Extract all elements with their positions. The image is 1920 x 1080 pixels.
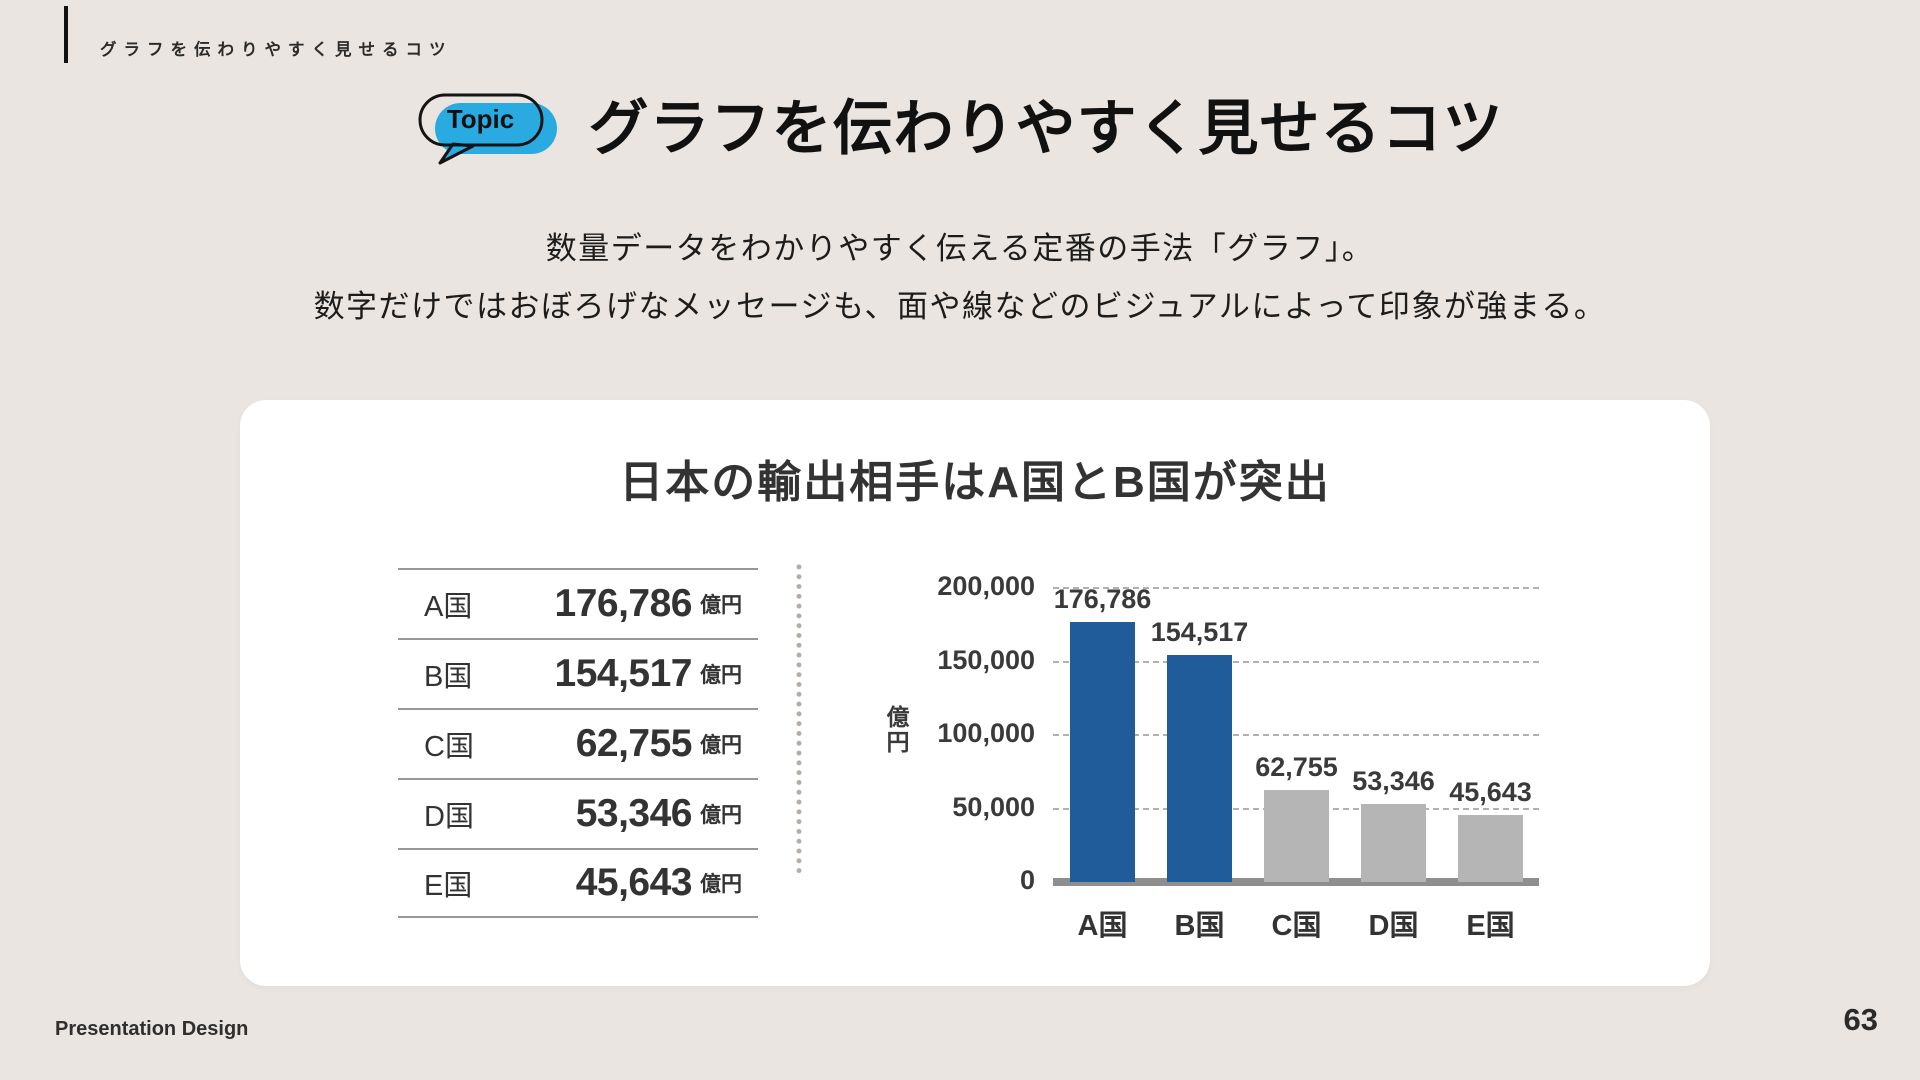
page-number: 63 (1843, 1002, 1878, 1037)
table-row-value: 62,755 (575, 722, 693, 765)
dotted-divider (796, 562, 802, 876)
bar-C国 (1264, 789, 1329, 882)
gridline (1053, 660, 1539, 663)
table-row: B国 154,517 億円 (398, 638, 758, 708)
table-row: D国 53,346 億円 (398, 778, 758, 848)
gridline (1053, 734, 1539, 736)
bar-value-label: 53,346 (1352, 765, 1435, 796)
bar-value-label: 176,786 (1053, 584, 1152, 615)
footer-brand: Presentation Design (55, 1018, 249, 1040)
x-axis-category-label: A国 (1077, 910, 1128, 942)
table-row-label: D国 (424, 801, 474, 833)
eyebrow-text: グラフを伝わりやすく見せるコツ (100, 41, 453, 59)
y-axis-tick-label: 150,000 (937, 644, 1035, 675)
chart-card: 日本の輸出相手はA国とB国が突出 A国 176,786 億円 B国 154,517 億円 C… (240, 400, 1710, 986)
table-row-unit: 億円 (700, 734, 742, 757)
intro-paragraph: 数量データをわかりやすく伝える定番の手法「グラフ」。 数字だけではおぼろげなメッ… (0, 220, 1920, 336)
y-axis-tick-label: 200,000 (937, 571, 1035, 601)
table-row: A国 176,786 億円 (398, 568, 758, 638)
table-row: E国 45,643 億円 (398, 848, 758, 918)
table-row-unit: 億円 (700, 804, 742, 827)
table-row-label: C国 (424, 731, 474, 763)
table-row-value: 45,643 (575, 861, 693, 904)
x-axis-category-label: C国 (1271, 910, 1322, 942)
bar-B国 (1167, 654, 1232, 882)
bar-value-label: 62,755 (1255, 751, 1338, 782)
eyebrow-rule (64, 6, 68, 63)
table-row-value: 176,786 (554, 582, 693, 625)
bar-chart: 0 50,000 100,000 150,000 200,000 176,786 A国 154… (845, 555, 1565, 965)
gridline (1053, 587, 1539, 589)
table-row-value: 53,346 (575, 792, 693, 835)
table-row-value: 154,517 (554, 652, 693, 695)
x-axis-category-label: D国 (1368, 910, 1419, 942)
table-row-label: A国 (424, 591, 473, 623)
title-row: Topic グラフを伝わりやすく見せるコツ (0, 80, 1920, 167)
bar-A国 (1070, 622, 1135, 882)
page-title: グラフを伝わりやすく見せるコツ (588, 95, 1504, 162)
bar-D国 (1361, 803, 1426, 882)
chart-card-title: 日本の輸出相手はA国とB国が突出 (619, 458, 1331, 507)
bar-value-label: 45,643 (1449, 776, 1532, 807)
bar-E国 (1458, 814, 1523, 882)
intro-line-2: 数字だけではおぼろげなメッセージも、面や線などのビジュアルによって印象が強まる。 (313, 289, 1607, 324)
topic-badge: Topic (417, 92, 567, 166)
bar-value-label: 154,517 (1150, 616, 1249, 647)
table-row-label: B国 (424, 661, 473, 693)
topic-badge-label: Topic (446, 104, 515, 134)
y-axis-unit-label: 億円 (883, 705, 909, 755)
table-row-unit: 億円 (700, 664, 742, 687)
x-axis-category-label: E国 (1466, 910, 1515, 942)
table-row: C国 62,755 億円 (398, 708, 758, 778)
x-axis-category-label: B国 (1174, 910, 1225, 942)
y-axis-tick-label: 100,000 (937, 718, 1035, 748)
table-row-unit: 億円 (700, 594, 742, 617)
intro-line-1: 数量データをわかりやすく伝える定番の手法「グラフ」。 (545, 231, 1375, 266)
speech-bubble-icon (418, 93, 557, 164)
table-row-unit: 億円 (700, 873, 742, 896)
y-axis-tick-label: 50,000 (952, 791, 1035, 822)
x-axis-line (1053, 878, 1539, 886)
table-row-label: E国 (424, 870, 473, 902)
export-data-table: A国 176,786 億円 B国 154,517 億円 C国 62,755 億円 D国 53,346… (398, 568, 758, 918)
y-axis-tick-label: 0 (1019, 865, 1035, 895)
